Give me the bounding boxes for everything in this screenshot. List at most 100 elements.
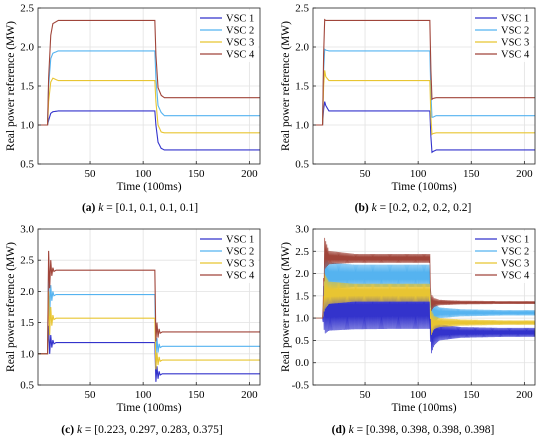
y-tick-label: 2.0 [295,268,309,280]
x-axis-label: Time (100ms) [391,181,456,193]
series-group [38,19,260,151]
legend-box [472,10,533,62]
series-line-vsc-3 [38,77,260,134]
x-tick-label: 50 [360,168,372,180]
series-line-vsc-2 [38,50,260,126]
series-line-vsc-3 [313,70,535,136]
series-line-vsc-1 [313,101,535,154]
x-axis-label: Time (100ms) [391,402,456,414]
x-tick-label: 100 [410,168,427,180]
y-tick-label: 0.5 [295,159,309,171]
y-tick-label: 2.5 [295,246,309,258]
x-tick-label: 100 [410,389,427,401]
caption-letter: (a) [81,202,96,214]
y-axis-label: Real power reference (MW) [5,242,17,372]
legend-label: VSC 4 [501,271,530,282]
axes-frame [37,228,261,386]
series-line-vsc-1 [38,110,260,151]
legend-label: VSC 1 [501,235,529,246]
x-tick-label: 150 [463,168,480,180]
y-tick-label: 1.0 [20,120,34,132]
series-line-vsc-3 [38,291,260,370]
caption-k: k [371,202,377,214]
caption-text: = [0.1, 0.1, 0.1, 0.1] [103,202,199,214]
legend-label: VSC 3 [226,259,254,270]
caption-c: (c) k = [0.223, 0.297, 0.283, 0.375] [12,424,272,436]
caption-letter: (c) [61,424,75,436]
legend-label: VSC 2 [226,26,254,37]
y-tick-label: 1.0 [295,313,309,325]
y-tick-label: 1.5 [20,81,34,93]
x-tick-label: 100 [135,168,152,180]
y-axis-label: Real power reference (MW) [280,21,292,151]
caption-b: (b) k = [0.2, 0.2, 0.2, 0.2] [283,202,543,214]
y-tick-label: 1.5 [20,317,34,329]
y-tick-label: 0.5 [295,335,309,347]
caption-text: = [0.2, 0.2, 0.2, 0.2] [376,202,472,214]
x-tick-label: 50 [85,389,97,401]
caption-k: k [98,202,104,214]
y-tick-label: 0.5 [20,159,34,171]
legend-label: VSC 3 [501,38,529,49]
y-tick-label: 1.0 [20,348,34,360]
series-line-vsc-4 [313,237,535,319]
series-line-vsc-4 [38,19,260,126]
x-tick-label: 50 [85,168,97,180]
x-tick-label: 50 [360,389,372,401]
legend-label: VSC 4 [226,271,255,282]
series-line-vsc-1 [313,284,535,354]
x-tick-label: 150 [188,389,205,401]
y-tick-label: 1.5 [295,290,309,302]
caption-k: k [348,424,354,436]
series-group [313,18,535,154]
series-line-vsc-2 [313,253,535,328]
y-tick-label: -0.5 [292,380,310,392]
y-tick-label: 2.0 [20,286,34,298]
x-tick-label: 150 [188,168,205,180]
y-tick-label: 2.0 [295,42,309,54]
series-line-vsc-4 [313,18,535,126]
legend-label: VSC 1 [226,235,254,246]
x-tick-label: 200 [516,168,533,180]
series-line-vsc-3 [313,273,535,335]
y-tick-label: 0.0 [295,357,309,369]
x-tick-label: 150 [463,389,480,401]
chart-panel-d: 50 100 150 200 -0.5 0.0 0.5 1.0 1.5 2.0 2.5 3.0 Time… [280,224,536,414]
x-tick-label: 200 [241,389,258,401]
legend-label: VSC 3 [501,259,529,270]
legend-label: VSC 4 [226,50,255,61]
caption-letter: (d) [331,424,346,436]
y-tick-label: 2.5 [20,3,34,15]
caption-a: (a) k = [0.1, 0.1, 0.1, 0.1] [10,202,270,214]
legend-label: VSC 1 [501,14,529,25]
y-tick-label: 2.5 [295,3,309,15]
legend-box [197,10,258,62]
series-group [313,237,535,354]
legend-label: VSC 3 [226,38,254,49]
legend-label: VSC 2 [501,26,529,37]
legend-label: VSC 4 [501,50,530,61]
legend-box [197,231,258,283]
series-group [38,250,260,382]
x-tick-label: 200 [241,168,258,180]
x-tick-label: 200 [516,389,533,401]
series-line-vsc-1 [38,325,260,382]
chart-panel-b: 50 100 150 200 0.5 1.0 1.5 2.0 2.5 Time (100ms) Re… [280,3,536,193]
y-axis-label: Real power reference (MW) [280,242,292,372]
x-tick-label: 100 [135,389,152,401]
caption-text: = [0.223, 0.297, 0.283, 0.375] [82,424,223,436]
series-line-vsc-2 [313,48,535,126]
y-tick-label: 2.5 [20,255,34,267]
series-line-vsc-4 [38,250,260,355]
y-axis-label: Real power reference (MW) [5,21,17,151]
chart-panel-a: 50 100 150 200 0.5 1.0 1.5 2.0 2.5 Time (100ms) Re… [5,3,261,193]
y-tick-label: 1.5 [295,81,309,93]
y-tick-label: 3.0 [295,224,309,236]
y-tick-label: 0.5 [20,380,34,392]
chart-panel-c: 50 100 150 200 0.5 1.0 1.5 2.0 2.5 3.0 Time (100ms… [5,224,261,414]
